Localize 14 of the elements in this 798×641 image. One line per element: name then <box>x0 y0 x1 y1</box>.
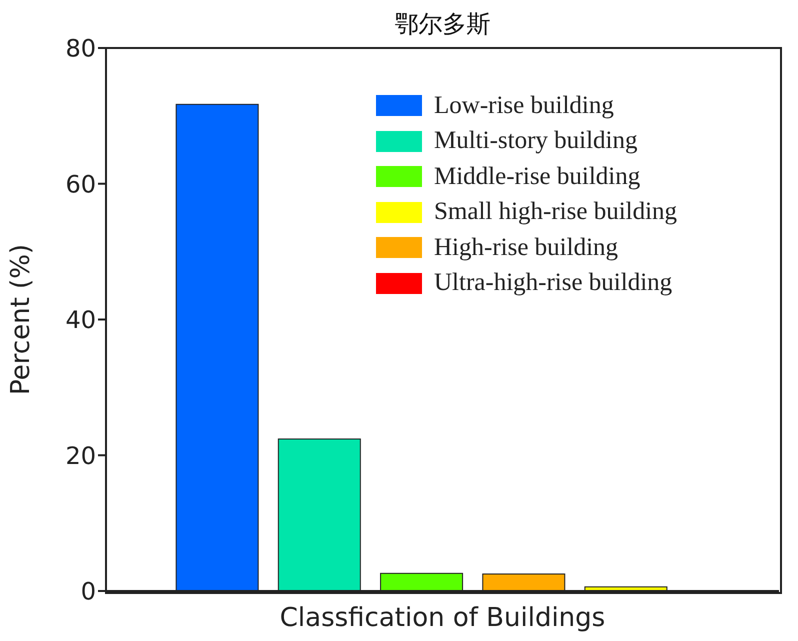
y-tick-label: 40 <box>65 306 96 334</box>
y-tick-label: 0 <box>80 578 96 606</box>
legend-label: High-rise building <box>434 234 618 262</box>
y-axis-title: Percent (%) <box>6 244 36 396</box>
chart-title: 鄂尔多斯 <box>394 9 492 40</box>
y-tick-label: 20 <box>65 442 96 470</box>
legend-label: Low-rise building <box>434 92 614 120</box>
y-tick-label: 80 <box>65 34 96 63</box>
y-tick-label: 60 <box>65 170 96 198</box>
legend-label: Multi-story building <box>434 127 638 156</box>
legend-label: Small high-rise building <box>434 198 678 226</box>
x-axis-title: Classfication of Buildings <box>278 603 606 633</box>
legend-label: Ultra-high-rise building <box>434 269 672 298</box>
legend-label: Middle-rise building <box>434 162 640 191</box>
